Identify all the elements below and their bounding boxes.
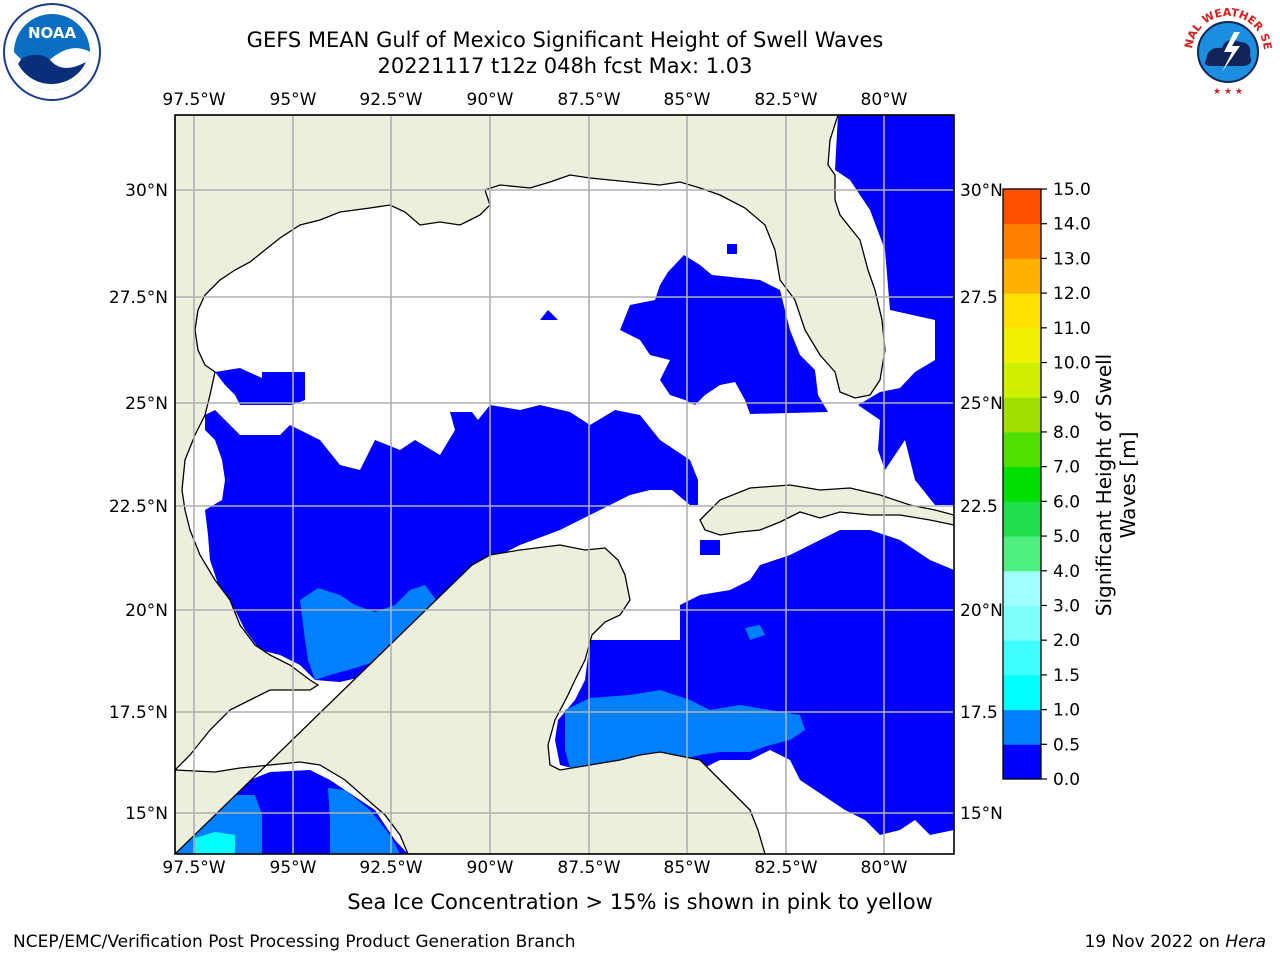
colorbar-tick-label: 15.0 xyxy=(1053,180,1091,200)
colorbar-segment xyxy=(1003,293,1041,329)
svg-text:NOAA: NOAA xyxy=(28,24,77,42)
lon-label-bottom: 90°W xyxy=(467,858,514,878)
land-masses xyxy=(175,115,954,854)
colorbar-segment xyxy=(1003,189,1041,225)
lon-label-bottom: 85°W xyxy=(664,858,711,878)
nws-logo: NATIONAL WEATHER SERVICE ★ ★ ★ xyxy=(1178,2,1275,99)
colorbar-segment xyxy=(1003,258,1041,294)
graticule xyxy=(175,115,954,854)
colorbar-tick-label: 0.0 xyxy=(1053,770,1080,790)
lon-label-bottom: 80°W xyxy=(861,858,908,878)
lon-label-top: 90°W xyxy=(467,90,514,110)
lon-label-top: 85°W xyxy=(664,90,711,110)
map-frame xyxy=(174,114,955,855)
colorbar-tick-label: 7.0 xyxy=(1053,458,1080,478)
colorbar-tick-label: 13.0 xyxy=(1053,249,1091,269)
sea-ice-note: Sea Ice Concentration > 15% is shown in … xyxy=(347,890,933,914)
colorbar-segment xyxy=(1003,223,1041,259)
lon-label-bottom: 92.5°W xyxy=(359,858,422,878)
lat-label-right: 15°N xyxy=(960,804,1003,824)
lat-label-right: 22.5 xyxy=(960,497,998,517)
lon-label-bottom: 95°W xyxy=(270,858,317,878)
colorbar-segment xyxy=(1003,501,1041,537)
colorbar-tick-label: 9.0 xyxy=(1053,388,1080,408)
lat-label-right: 17.5 xyxy=(960,703,998,723)
colorbar-tick-label: 4.0 xyxy=(1053,562,1080,582)
lat-label-left: 25°N xyxy=(125,394,168,414)
lat-label-right: 27.5 xyxy=(960,288,998,308)
lon-label-bottom: 87.5°W xyxy=(557,858,620,878)
lon-label-top: 92.5°W xyxy=(359,90,422,110)
colorbar-segment xyxy=(1003,570,1041,606)
colorbar-segment xyxy=(1003,640,1041,676)
swell-field-1.0-1.5 xyxy=(195,832,235,854)
colorbar: 15.0 14.0 13.0 12.0 11.0 10.0 9.0 8.0 7.0 6.0 5.0 4… xyxy=(1002,180,1091,790)
lat-label-right: 30°N xyxy=(960,181,1003,201)
colorbar-tick-label: 1.5 xyxy=(1053,666,1080,686)
colorbar-segment xyxy=(1003,466,1041,502)
lon-label-top: 80°W xyxy=(861,90,908,110)
lat-label-left: 17.5°N xyxy=(109,703,168,723)
colorbar-tick-label: 5.0 xyxy=(1053,527,1080,547)
swell-field-0.5-1.0 xyxy=(175,585,805,854)
lon-label-top: 82.5°W xyxy=(754,90,817,110)
colorbar-tick-label: 10.0 xyxy=(1053,354,1091,374)
colorbar-tick-label: 1.0 xyxy=(1053,701,1080,721)
colorbar-segment xyxy=(1003,327,1041,364)
lat-label-right: 20°N xyxy=(960,601,1003,621)
lon-label-top: 97.5°W xyxy=(162,90,225,110)
colorbar-tick-label: 6.0 xyxy=(1053,492,1080,512)
colorbar-frame xyxy=(1002,188,1042,780)
lon-label-bottom: 82.5°W xyxy=(754,858,817,878)
lat-label-left: 27.5°N xyxy=(109,288,168,308)
colorbar-segment xyxy=(1003,674,1041,711)
colorbar-tick-label: 3.0 xyxy=(1053,596,1080,616)
lat-label-right: 25°N xyxy=(960,394,1003,414)
colorbar-segment xyxy=(1003,744,1041,780)
map-subtitle: 20221117 t12z 048h fcst Max: 1.03 xyxy=(377,54,753,78)
colorbar-segment xyxy=(1003,397,1041,433)
colorbar-tick-label: 0.5 xyxy=(1053,735,1080,755)
svg-text:★ ★ ★: ★ ★ ★ xyxy=(1213,87,1243,97)
colorbar-segment xyxy=(1003,362,1041,398)
lat-label-left: 15°N xyxy=(125,804,168,824)
colorbar-tick-label: 11.0 xyxy=(1053,319,1091,339)
lat-label-left: 30°N xyxy=(125,181,168,201)
lat-label-left: 22.5°N xyxy=(109,497,168,517)
colorbar-tick-label: 2.0 xyxy=(1053,631,1080,651)
lon-label-bottom: 97.5°W xyxy=(162,858,225,878)
colorbar-tick-label: 8.0 xyxy=(1053,423,1080,443)
map-title: GEFS MEAN Gulf of Mexico Significant Hei… xyxy=(246,28,884,52)
footer-date: 19 Nov 2022 on Hera xyxy=(1084,932,1266,952)
colorbar-tick-label: 12.0 xyxy=(1053,284,1091,304)
footer-credit: NCEP/EMC/Verification Post Processing Pr… xyxy=(13,932,576,952)
colorbar-segment xyxy=(1003,536,1041,572)
colorbar-segment xyxy=(1003,709,1041,745)
lon-label-top: 87.5°W xyxy=(557,90,620,110)
colorbar-segment xyxy=(1003,431,1041,468)
lat-label-left: 20°N xyxy=(125,601,168,621)
colorbar-segment xyxy=(1003,605,1041,641)
lon-label-top: 95°W xyxy=(270,90,317,110)
colorbar-tick-label: 14.0 xyxy=(1053,215,1091,235)
noaa-logo: NOAA xyxy=(3,3,101,101)
